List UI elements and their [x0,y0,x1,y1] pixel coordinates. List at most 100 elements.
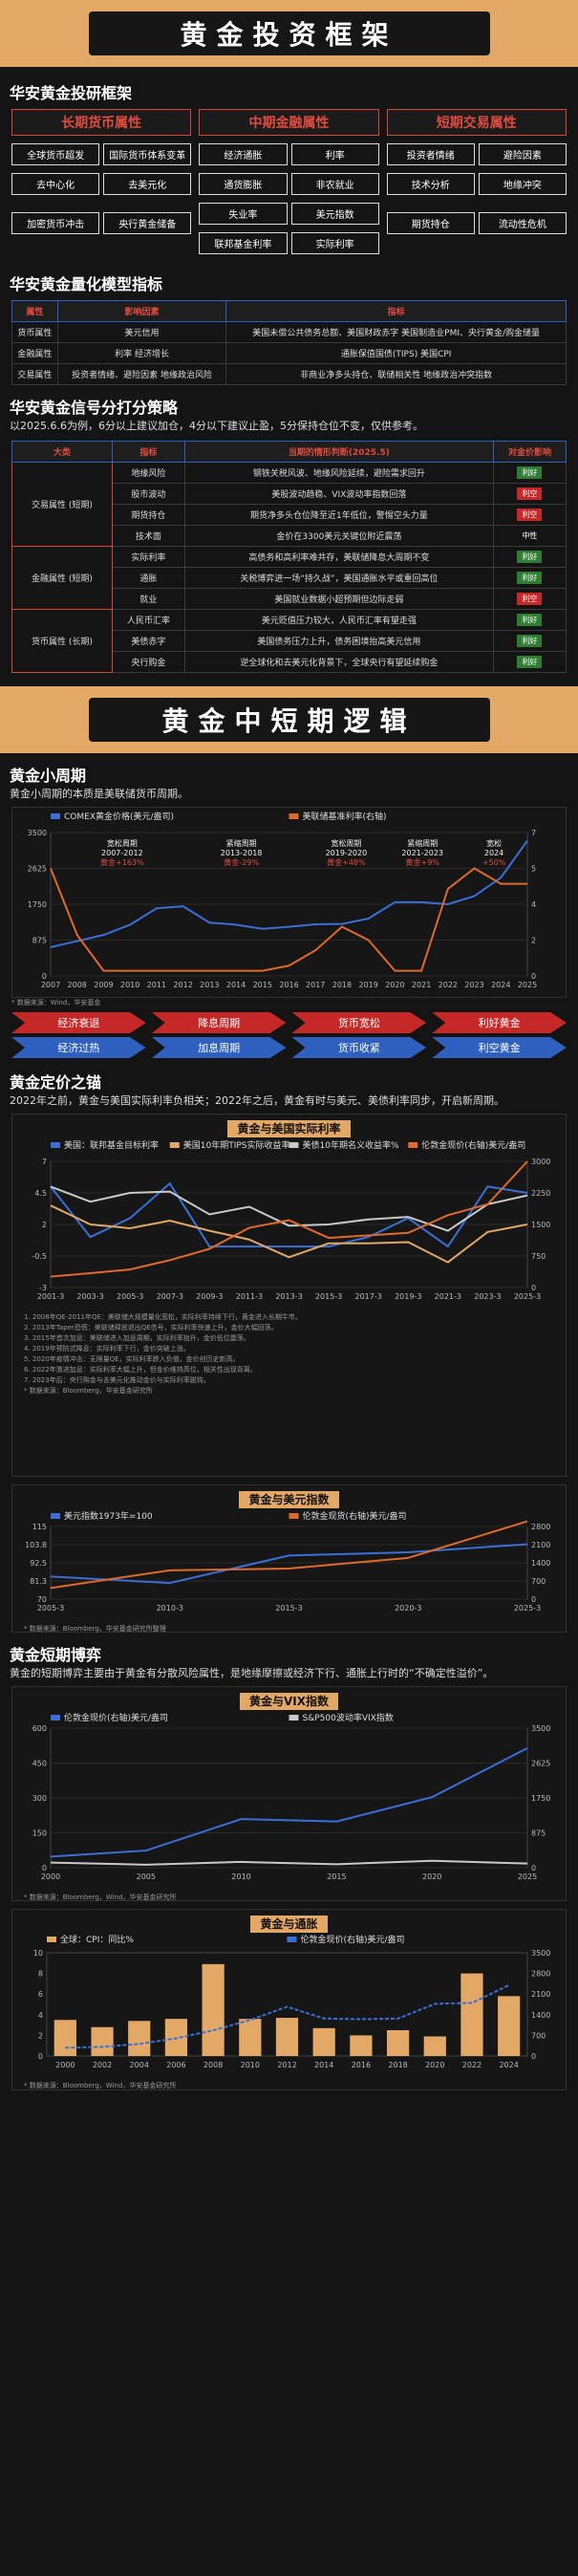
quant-table: 属性 影响因素 指标 货币属性 美元信用 美国未偿公共债务总额、美国财政赤字 美国制造业… [11,300,567,385]
y-tick-label: 81.3 [30,1577,47,1586]
signal-desc: 以2025.6.6为例，6分以上建议加仓，4分以下建议止盈，5分保持仓位不变，仅… [10,420,423,432]
series-line [50,1859,528,1866]
signal-effect-badge: 利空 [517,509,543,521]
banner-investment-framework: 黄金投资框架 [0,0,578,67]
chart-source: * 数据来源：Bloomberg，Wind，华安基金研究所 [24,2082,177,2089]
chart-title: 黄金与美国实际利率 [227,1120,351,1137]
bar [460,1973,483,2056]
signal-header: 指标 [111,441,185,463]
signal-judge: 美国债务压力上升，债务困境抬高美元信用 [183,630,494,652]
legend-swatch [51,813,60,819]
chart-note: 2. 2013年Taper恐慌：美联储释放退出QE信号，实际利率快速上升，金价大… [24,1324,278,1331]
chart-note: 1. 2008年QE-2011年QE：美联储大规模量化宽松，实际利率持续下行，黄… [24,1313,302,1321]
signal-judge: 美元贬值压力较大，人民币汇率有望走强 [183,609,494,631]
framework-cell: 全球货币超发 [11,143,100,165]
y-right-tick-label: 1400 [531,2011,550,2020]
y-right-tick-label: 2250 [531,1189,550,1198]
x-tick-label: 2025 [518,981,537,989]
x-tick-label: 2008 [203,2061,223,2069]
signal-effect-badge: 利好 [517,635,543,647]
framework-cell: 流动性危机 [478,212,567,234]
y-right-tick-label: 0 [531,1284,536,1292]
signal-indicator: 股市波动 [111,483,185,505]
framework-head: 短期交易属性 [386,109,567,136]
bar [128,2021,151,2056]
x-tick-label: 2023-3 [474,1292,501,1301]
x-tick-label: 2017-3 [354,1292,381,1301]
signal-judge: 关税博弈进一场“持久战”，美国通胀水平或重回高位 [183,567,494,589]
x-tick-label: 2025 [518,1872,537,1881]
x-tick-label: 2000 [41,1872,60,1881]
legend-swatch [289,813,299,819]
y-tick-label: 103.8 [25,1541,47,1549]
y-right-tick-label: 700 [531,2031,546,2040]
banner-title: 黄金中短期逻辑 [161,705,417,737]
dollar-chart-svg: 美元指数1973年=100 伦敦金现货(右轴)美元/盎司 2005-3 2010-3 2… [25,1510,550,1613]
framework-cell: 利率 [290,143,379,165]
period-years: 2024 [484,849,503,857]
framework-cell: 去美元化 [103,173,192,195]
x-tick-label: 2019-3 [395,1292,421,1301]
legend-label: COMEX黄金价格(美元/盎司) [64,811,174,822]
chart-note: 6. 2022年激进加息：实际利率大幅上升，但金价维持高位，相关性出现背离。 [24,1366,257,1374]
x-tick-label: 2012 [173,981,192,989]
framework-cell: 央行黄金储备 [103,212,192,234]
y-right-tick-label: 0 [531,1595,536,1604]
legend-label: 伦敦金现货(右轴)美元/盎司 [303,1510,407,1522]
signal-judge: 期货净多头仓位降至近1年低位，警惕空头力量 [183,504,494,526]
y-right-tick-label: 2 [531,937,536,945]
y-right-tick-label: 700 [531,1577,546,1586]
legend-swatch [289,1142,299,1148]
signal-effect-badge: 利好 [517,466,543,479]
real-rate-chart: 黄金与美国实际利率 美国：联邦基金目标利率 美国10年期TIPS实际收益率 美债10… [11,1114,567,1477]
x-tick-label: 2011 [147,981,166,989]
y-tick-label: 4 [38,2011,43,2020]
real-rate-chart-svg: 美国：联邦基金目标利率 美国10年期TIPS实际收益率 美债10年期名义收益率% 伦敦… [32,1139,550,1301]
x-tick-label: 2014 [226,981,246,989]
x-tick-label: 2015 [327,1872,346,1881]
x-tick-label: 2020 [425,2061,444,2069]
legend-label: S&P500波动率VIX指数 [303,1712,394,1723]
bar [423,2036,446,2056]
legend-label: 美联储基准利率(右轴) [303,811,387,822]
legend-swatch [289,1715,299,1721]
x-tick-label: 2024 [499,2061,518,2069]
table-row: 股市波动 美股波动趋稳、VIX波动率指数回落 利空 [12,483,567,505]
series-line [65,1984,510,2049]
legend-swatch [51,1715,60,1721]
bar [312,2027,335,2056]
legend-swatch [51,1513,60,1519]
series-line [50,1520,528,1590]
signal-indicator: 通胀 [111,567,185,589]
quant-attr: 交易属性 [11,363,58,385]
y-tick-label: 4.5 [34,1189,47,1198]
x-tick-label: 2010-3 [157,1604,183,1613]
signal-judge: 美股波动趋稳、VIX波动率指数回落 [183,483,494,505]
bar [91,2026,114,2056]
y-right-tick-label: 750 [531,1252,546,1261]
quant-factor: 利率 经济增长 [56,342,227,364]
series-line [50,839,528,948]
chart-title: 黄金与美元指数 [239,1491,339,1508]
x-tick-label: 2003-3 [76,1292,103,1301]
vix-chart-svg: 伦敦金现价(右轴)美元/盎司 S&P500波动率VIX指数 2000 2005 2010… [32,1712,551,1881]
chart-source: * 数据来源：Bloomberg，华安基金研究所整理 [24,1625,166,1633]
y-right-tick-label: 875 [531,1829,546,1838]
x-tick-label: 2001-3 [37,1292,64,1301]
x-tick-label: 2022 [439,981,458,989]
x-tick-label: 2020 [385,981,404,989]
bar [350,2035,373,2056]
framework: 长期货币属性 全球货币超发 国际货币体系变革 去中心化 去美元化 加密货币冲击 央行黄… [11,109,567,262]
framework-cell: 通货膨胀 [199,173,288,195]
chart-note: 3. 2015年首次加息：美联储进入加息周期，实际利率抬升，金价低位震荡。 [24,1334,250,1342]
chart-title: 黄金与通胀 [250,1916,328,1933]
x-tick-label: 2013 [200,981,219,989]
bar [498,1996,521,2056]
period-label: 宽松 [486,838,502,848]
bar [386,2030,410,2056]
period-label: 宽松周期 [331,838,361,848]
series-line [50,1746,528,1858]
x-tick-label: 2020-3 [395,1604,421,1613]
legend-label: 美国10年期TIPS实际收益率 [183,1139,290,1151]
y-right-tick-label: 2800 [531,1523,550,1531]
